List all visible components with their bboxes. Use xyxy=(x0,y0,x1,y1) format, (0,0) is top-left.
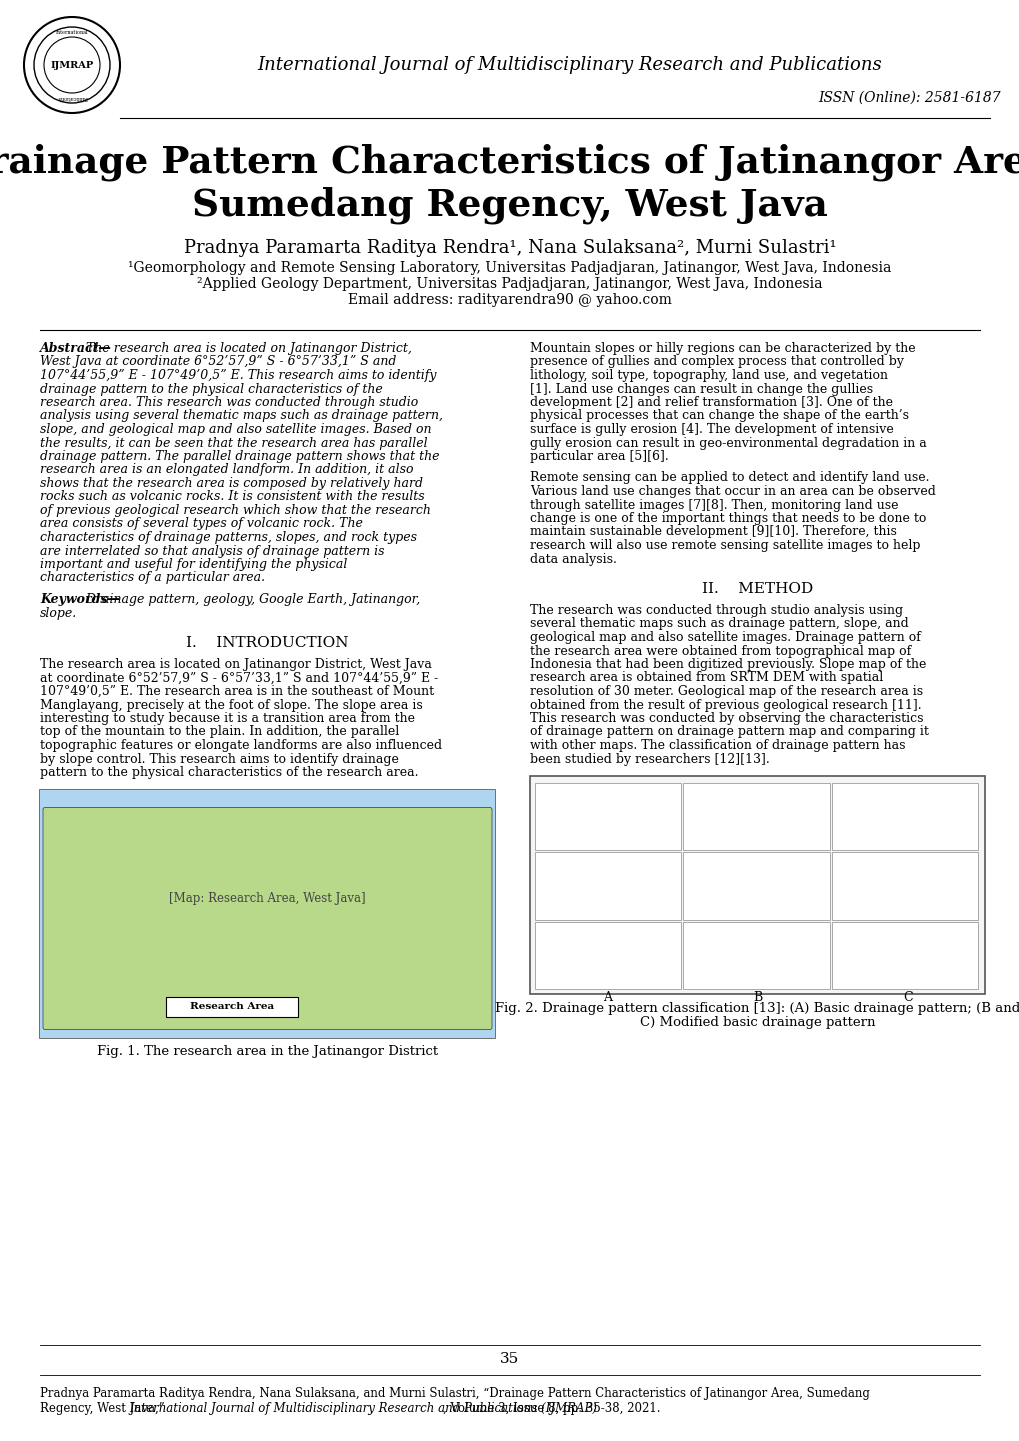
Text: Pradnya Paramarta Raditya Rendra, Nana Sulaksana, and Murni Sulastri, “Drainage : Pradnya Paramarta Raditya Rendra, Nana S… xyxy=(40,1388,869,1401)
Text: surface is gully erosion [4]. The development of intensive: surface is gully erosion [4]. The develo… xyxy=(530,424,893,437)
Text: The research area is located on Jatinangor District,: The research area is located on Jatinang… xyxy=(83,342,412,354)
Text: shows that the research area is composed by relatively hard: shows that the research area is composed… xyxy=(40,477,423,490)
Text: research will also use remote sensing satellite images to help: research will also use remote sensing sa… xyxy=(530,539,919,552)
Text: ISSN (Online): 2581-6187: ISSN (Online): 2581-6187 xyxy=(818,91,1001,105)
Bar xyxy=(535,852,681,919)
Text: data analysis.: data analysis. xyxy=(530,552,616,565)
Text: This research was conducted by observing the characteristics: This research was conducted by observing… xyxy=(530,712,922,725)
Text: Drainage pattern, geology, Google Earth, Jatinangor,: Drainage pattern, geology, Google Earth,… xyxy=(83,594,420,607)
Text: maintain sustainable development [9][10]. Therefore, this: maintain sustainable development [9][10]… xyxy=(530,526,896,539)
Text: B: B xyxy=(752,991,761,1004)
Text: of drainage pattern on drainage pattern map and comparing it: of drainage pattern on drainage pattern … xyxy=(530,725,928,738)
Text: C) Modified basic drainage pattern: C) Modified basic drainage pattern xyxy=(639,1016,874,1029)
Bar xyxy=(40,790,494,1038)
Text: by slope control. This research aims to identify drainage: by slope control. This research aims to … xyxy=(40,752,398,765)
Text: Regency, West Java,”: Regency, West Java,” xyxy=(40,1402,168,1415)
Text: obtained from the result of previous geological research [11].: obtained from the result of previous geo… xyxy=(530,699,921,712)
Text: The research area is located on Jatinangor District, West Java: The research area is located on Jatinang… xyxy=(40,659,431,672)
Bar xyxy=(535,782,681,850)
Bar xyxy=(530,777,984,994)
Text: 35: 35 xyxy=(500,1352,519,1366)
Text: change is one of the important things that needs to be done to: change is one of the important things th… xyxy=(530,512,925,525)
Text: Abstract—: Abstract— xyxy=(40,342,112,354)
Text: Keywords—: Keywords— xyxy=(40,594,120,607)
Text: research area is obtained from SRTM DEM with spatial: research area is obtained from SRTM DEM … xyxy=(530,672,882,684)
Text: The research was conducted through studio analysis using: The research was conducted through studi… xyxy=(530,604,902,617)
Text: , Volume 3, Issue 8, pp. 35-38, 2021.: , Volume 3, Issue 8, pp. 35-38, 2021. xyxy=(443,1402,660,1415)
Text: [1]. Land use changes can result in change the gullies: [1]. Land use changes can result in chan… xyxy=(530,382,872,395)
Text: geological map and also satellite images. Drainage pattern of: geological map and also satellite images… xyxy=(530,631,920,644)
Text: gully erosion can result in geo-environmental degradation in a: gully erosion can result in geo-environm… xyxy=(530,437,926,450)
FancyBboxPatch shape xyxy=(43,807,491,1029)
Text: International: International xyxy=(56,29,89,35)
Text: several thematic maps such as drainage pattern, slope, and: several thematic maps such as drainage p… xyxy=(530,618,908,631)
Text: topographic features or elongate landforms are also influenced: topographic features or elongate landfor… xyxy=(40,739,441,752)
Text: slope.: slope. xyxy=(40,607,77,620)
Text: Fig. 1. The research area in the Jatinangor District: Fig. 1. The research area in the Jatinan… xyxy=(97,1046,437,1059)
Text: research area is an elongated landform. In addition, it also: research area is an elongated landform. … xyxy=(40,464,413,477)
Text: the research area were obtained from topographical map of: the research area were obtained from top… xyxy=(530,644,910,657)
Text: International Journal of Multidisciplinary Research and Publications (IJMRAP): International Journal of Multidisciplina… xyxy=(129,1402,597,1415)
Text: particular area [5][6].: particular area [5][6]. xyxy=(530,450,668,463)
Bar xyxy=(535,922,681,989)
Text: top of the mountain to the plain. In addition, the parallel: top of the mountain to the plain. In add… xyxy=(40,725,398,738)
Text: are interrelated so that analysis of drainage pattern is: are interrelated so that analysis of dra… xyxy=(40,545,384,558)
Text: Indonesia that had been digitized previously. Slope map of the: Indonesia that had been digitized previo… xyxy=(530,659,925,672)
Text: resolution of 30 meter. Geological map of the research area is: resolution of 30 meter. Geological map o… xyxy=(530,684,922,697)
Text: Mountain slopes or hilly regions can be characterized by the: Mountain slopes or hilly regions can be … xyxy=(530,342,915,354)
Bar xyxy=(683,852,828,919)
Text: physical processes that can change the shape of the earth’s: physical processes that can change the s… xyxy=(530,409,908,422)
Text: Sumedang Regency, West Java: Sumedang Regency, West Java xyxy=(192,186,827,223)
Text: at coordinate 6°52’57,9” S - 6°57’33,1” S and 107°44’55,9” E -: at coordinate 6°52’57,9” S - 6°57’33,1” … xyxy=(40,672,438,684)
Text: area consists of several types of volcanic rock. The: area consists of several types of volcan… xyxy=(40,517,363,530)
Text: presence of gullies and complex process that controlled by: presence of gullies and complex process … xyxy=(530,356,903,369)
Text: drainage pattern. The parallel drainage pattern shows that the: drainage pattern. The parallel drainage … xyxy=(40,450,439,463)
Text: International Journal of Multidisciplinary Research and Publications: International Journal of Multidisciplina… xyxy=(258,56,881,73)
Text: Email address: radityarendra90 @ yahoo.com: Email address: radityarendra90 @ yahoo.c… xyxy=(347,293,672,307)
Text: lithology, soil type, topography, land use, and vegetation: lithology, soil type, topography, land u… xyxy=(530,369,888,382)
Text: 107°44’55,9” E - 107°49’0,5” E. This research aims to identify: 107°44’55,9” E - 107°49’0,5” E. This res… xyxy=(40,369,436,382)
Text: slope, and geological map and also satellite images. Based on: slope, and geological map and also satel… xyxy=(40,424,431,437)
Text: 107°49’0,5” E. The research area is in the southeast of Mount: 107°49’0,5” E. The research area is in t… xyxy=(40,684,434,697)
Text: West Java at coordinate 6°52’57,9” S - 6°57’33,1” S and: West Java at coordinate 6°52’57,9” S - 6… xyxy=(40,356,396,369)
Bar xyxy=(683,922,828,989)
Text: Drainage Pattern Characteristics of Jatinangor Area,: Drainage Pattern Characteristics of Jati… xyxy=(0,143,1019,180)
Bar xyxy=(830,782,977,850)
Text: characteristics of drainage patterns, slopes, and rock types: characteristics of drainage patterns, sl… xyxy=(40,530,417,545)
Text: I.    INTRODUCTION: I. INTRODUCTION xyxy=(186,635,348,650)
Text: Publications: Publications xyxy=(57,95,88,101)
Text: Fig. 2. Drainage pattern classification [13]: (A) Basic drainage pattern; (B and: Fig. 2. Drainage pattern classification … xyxy=(494,1001,1019,1014)
Text: rocks such as volcanic rocks. It is consistent with the results: rocks such as volcanic rocks. It is cons… xyxy=(40,490,424,503)
Text: with other maps. The classification of drainage pattern has: with other maps. The classification of d… xyxy=(530,739,905,752)
Text: Pradnya Paramarta Raditya Rendra¹, Nana Sulaksana², Murni Sulastri¹: Pradnya Paramarta Raditya Rendra¹, Nana … xyxy=(183,239,836,256)
Bar xyxy=(40,790,494,1038)
Text: C: C xyxy=(902,991,912,1004)
Text: IJMRAP: IJMRAP xyxy=(50,61,94,69)
Text: characteristics of a particular area.: characteristics of a particular area. xyxy=(40,572,265,585)
Text: Various land use changes that occur in an area can be observed: Various land use changes that occur in a… xyxy=(530,486,935,499)
Text: important and useful for identifying the physical: important and useful for identifying the… xyxy=(40,558,347,571)
Text: analysis using several thematic maps such as drainage pattern,: analysis using several thematic maps suc… xyxy=(40,409,442,422)
Text: Remote sensing can be applied to detect and identify land use.: Remote sensing can be applied to detect … xyxy=(530,471,928,484)
Bar xyxy=(683,782,828,850)
Text: Manglayang, precisely at the foot of slope. The slope area is: Manglayang, precisely at the foot of slo… xyxy=(40,699,422,712)
Text: drainage pattern to the physical characteristics of the: drainage pattern to the physical charact… xyxy=(40,382,382,395)
Bar xyxy=(830,922,977,989)
Text: Research Area: Research Area xyxy=(191,1001,274,1012)
Text: interesting to study because it is a transition area from the: interesting to study because it is a tra… xyxy=(40,712,415,725)
Text: ¹Geomorphology and Remote Sensing Laboratory, Universitas Padjadjaran, Jatinango: ¹Geomorphology and Remote Sensing Labora… xyxy=(128,261,891,275)
Text: the results, it can be seen that the research area has parallel: the results, it can be seen that the res… xyxy=(40,437,427,450)
Bar xyxy=(830,852,977,919)
Text: ²Applied Geology Department, Universitas Padjadjaran, Jatinangor, West Java, Ind: ²Applied Geology Department, Universitas… xyxy=(197,277,822,291)
FancyBboxPatch shape xyxy=(166,997,299,1016)
Text: through satellite images [7][8]. Then, monitoring land use: through satellite images [7][8]. Then, m… xyxy=(530,499,898,512)
Text: research area. This research was conducted through studio: research area. This research was conduct… xyxy=(40,396,418,409)
Text: been studied by researchers [12][13].: been studied by researchers [12][13]. xyxy=(530,752,769,765)
Text: II.    METHOD: II. METHOD xyxy=(701,582,812,597)
Text: development [2] and relief transformation [3]. One of the: development [2] and relief transformatio… xyxy=(530,396,892,409)
Text: of previous geological research which show that the research: of previous geological research which sh… xyxy=(40,504,430,517)
Text: [Map: Research Area, West Java]: [Map: Research Area, West Java] xyxy=(169,892,366,905)
Text: pattern to the physical characteristics of the research area.: pattern to the physical characteristics … xyxy=(40,767,418,780)
Text: A: A xyxy=(602,991,611,1004)
